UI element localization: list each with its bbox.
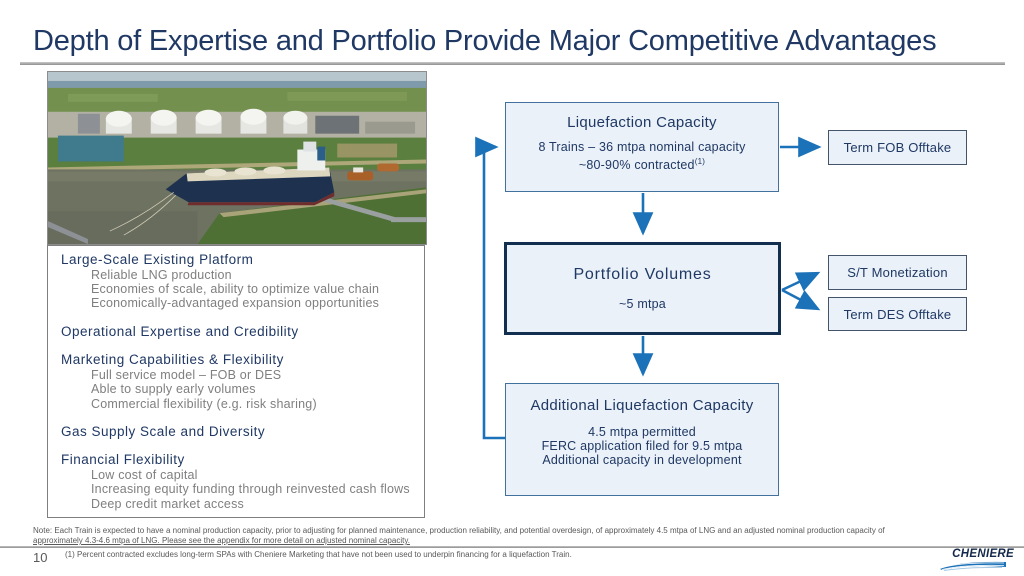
cheniere-logo-text: CHENIERE	[952, 548, 1014, 560]
note-line-2: approximately 4.3-4.6 mtpa of LNG. Pleas…	[33, 536, 410, 545]
storage-tanks	[105, 108, 308, 134]
section-item: Able to supply early volumes	[91, 382, 256, 397]
section-item: Economies of scale, ability to optimize …	[91, 281, 380, 296]
node-portfolio-volumes: Portfolio Volumes ~5 mtpa	[504, 242, 781, 335]
node-term-fob-offtake: Term FOB Offtake	[828, 130, 967, 165]
note-line-1: Note: Each Train is expected to have a n…	[33, 526, 885, 535]
node-line: ~80-90% contracted(1)	[578, 156, 706, 172]
platform-sections: Large-Scale Existing Platform Reliable LN…	[61, 252, 416, 511]
node-title: Liquefaction Capacity	[567, 114, 717, 131]
node-additional-liquefaction-capacity: Additional Liquefaction Capacity 4.5 mtp…	[505, 383, 779, 496]
node-st-monetization: S/T Monetization	[828, 255, 967, 290]
node-term-des-offtake: Term DES Offtake	[828, 297, 967, 331]
section-heading: Operational Expertise and Credibility	[61, 323, 299, 339]
section-heading: Marketing Capabilities & Flexibility	[61, 352, 284, 368]
footer-divider	[0, 546, 1024, 548]
footer-note: Note: Each Train is expected to have a n…	[33, 526, 993, 546]
node-line: 8 Trains – 36 mtpa nominal capacity	[538, 140, 746, 154]
lng-carrier-ship	[109, 141, 335, 236]
arrow-loop-additional-to-liquefaction	[475, 136, 505, 440]
node-title: Portfolio Volumes	[573, 265, 712, 283]
section-item: Economically-advantaged expansion opport…	[91, 296, 380, 311]
section-item: Low cost of capital	[91, 467, 198, 482]
section-item: Reliable LNG production	[91, 267, 232, 282]
advantages-panel: Large-Scale Existing Platform Reliable LN…	[47, 245, 425, 518]
section-heading: Gas Supply Scale and Diversity	[61, 423, 266, 439]
arrow-portfolio-to-term-des	[781, 288, 821, 311]
section-item: Full service model – FOB or DES	[91, 367, 282, 382]
node-line: 4.5 mtpa permitted	[588, 425, 696, 439]
node-body: 8 Trains – 36 mtpa nominal capacity ~80-…	[538, 140, 746, 173]
node-line: ~5 mtpa	[619, 296, 666, 311]
node-liquefaction-capacity: Liquefaction Capacity 8 Trains – 36 mtpa…	[505, 102, 779, 192]
slide-title: Depth of Expertise and Portfolio Provide…	[33, 25, 937, 57]
footnote-reference: (1)	[694, 156, 706, 166]
cheniere-logo: CHENIERE	[936, 548, 1014, 571]
lng-terminal-photo	[47, 71, 427, 245]
node-line: FERC application filed for 9.5 mtpa	[541, 438, 743, 453]
section-item: Increasing equity funding through reinve…	[91, 482, 410, 497]
section-heading: Financial Flexibility	[61, 452, 185, 468]
arrow-portfolio-to-st-monetization	[781, 271, 821, 292]
cheniere-swoosh-icon	[940, 561, 1006, 571]
node-title: Additional Liquefaction Capacity	[530, 397, 754, 414]
page-number: 10	[33, 550, 48, 565]
section-item: Commercial flexibility (e.g. risk sharin…	[91, 396, 317, 411]
footnote-1: (1) Percent contracted excludes long-ter…	[65, 550, 572, 559]
node-body: 4.5 mtpa permitted FERC application file…	[541, 425, 743, 467]
section-heading: Large-Scale Existing Platform	[61, 252, 254, 267]
lng-terminal-photo-illustration	[48, 72, 426, 244]
section-item: Deep credit market access	[91, 496, 244, 511]
node-line: Additional capacity in development	[542, 452, 742, 467]
title-divider	[20, 62, 1005, 65]
